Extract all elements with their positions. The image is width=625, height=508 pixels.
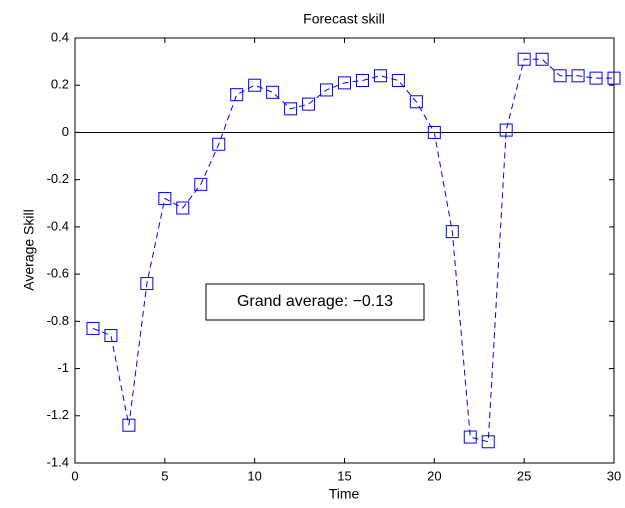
marker [535, 52, 549, 66]
marker [230, 88, 244, 102]
marker [140, 277, 154, 291]
marker [517, 52, 531, 66]
series-line [92, 58, 614, 443]
y-tick-label: -0.4 [47, 218, 69, 233]
marker [463, 430, 477, 444]
marker [284, 102, 298, 116]
y-tick-label: 0.4 [51, 29, 69, 44]
y-tick-label: -0.8 [47, 313, 69, 328]
y-tick-label: -1 [57, 360, 69, 375]
marker [212, 137, 226, 151]
marker [355, 74, 369, 87]
y-tick-label: -0.6 [47, 266, 69, 281]
marker [589, 71, 603, 85]
marker [607, 71, 621, 85]
x-tick-label: 0 [71, 468, 78, 483]
marker [320, 83, 334, 97]
marker [409, 95, 423, 109]
marker [427, 125, 441, 139]
marker [571, 69, 585, 83]
marker [266, 85, 280, 99]
y-tick-label: 0 [62, 124, 69, 139]
annotation-box [205, 283, 425, 321]
x-axis-label: Time [329, 486, 360, 502]
marker [338, 76, 351, 90]
chart-title: Forecast skill [303, 11, 385, 27]
x-tick-label: 25 [517, 468, 531, 483]
marker [194, 177, 208, 191]
marker [104, 329, 118, 342]
y-axis-label: Average Skill [21, 209, 37, 290]
x-tick-label: 5 [161, 468, 168, 483]
marker [373, 69, 387, 83]
y-tick-label: 0.2 [51, 77, 69, 92]
marker [445, 225, 459, 239]
plot-frame [74, 37, 615, 464]
marker [248, 78, 262, 92]
y-tick-label: -1.2 [47, 407, 69, 422]
x-tick-label: 30 [607, 468, 621, 483]
marker [391, 74, 405, 87]
marker [499, 123, 513, 137]
marker [86, 321, 100, 335]
y-tick-label: -1.4 [47, 454, 69, 469]
x-tick-label: 10 [247, 468, 261, 483]
marker [176, 201, 190, 215]
y-tick-label: -0.2 [47, 171, 69, 186]
x-tick-label: 15 [337, 468, 351, 483]
marker [553, 69, 567, 83]
marker [122, 418, 136, 432]
marker [302, 97, 316, 111]
x-tick-label: 20 [427, 468, 441, 483]
marker [481, 435, 495, 449]
annotation: Grand average: −0.13 [237, 293, 393, 310]
marker [158, 192, 172, 206]
